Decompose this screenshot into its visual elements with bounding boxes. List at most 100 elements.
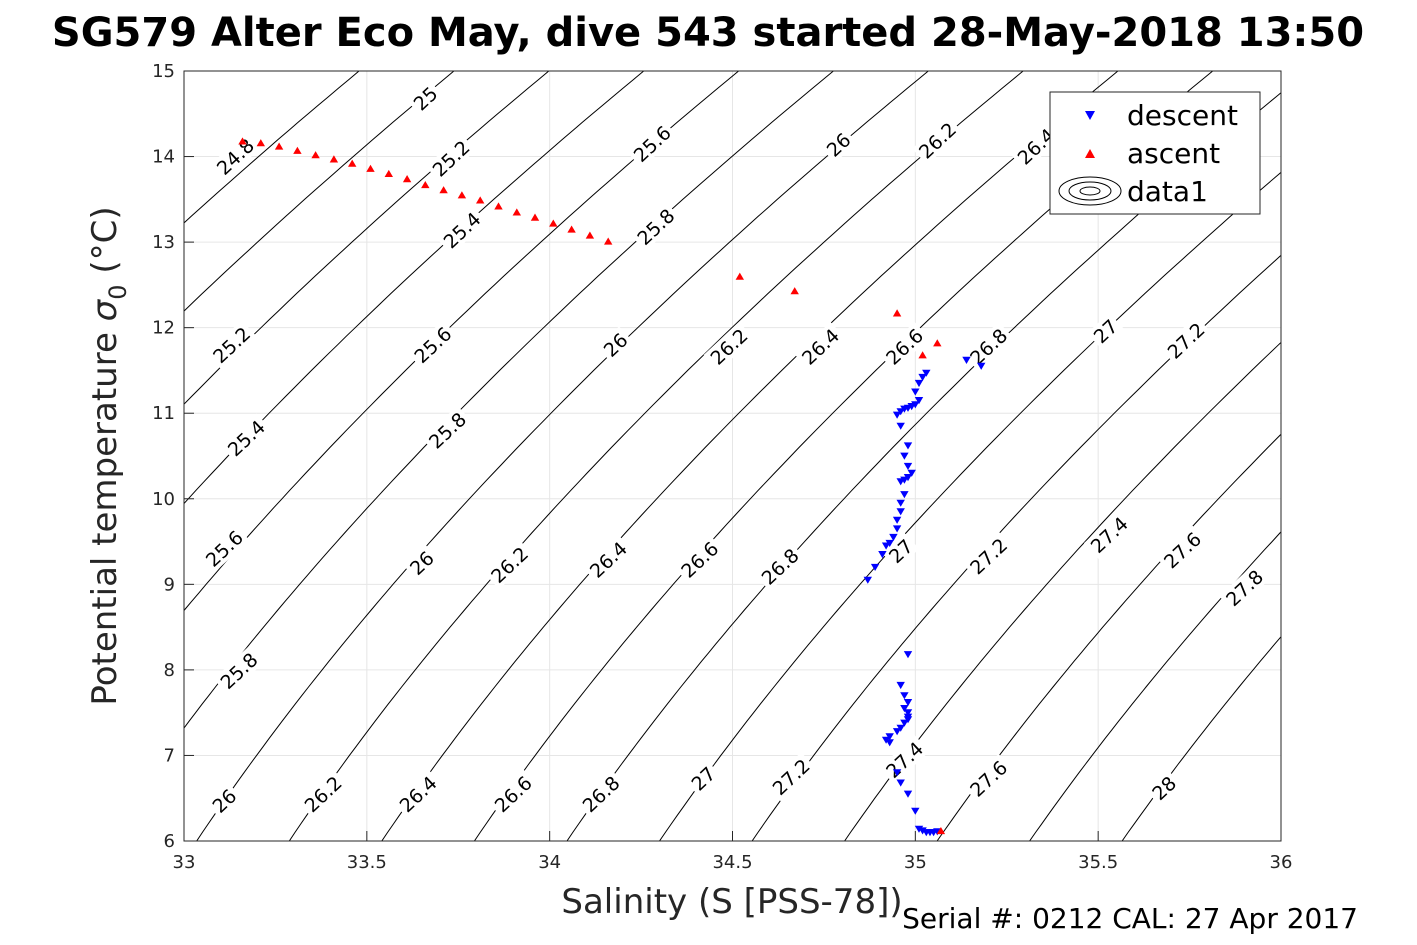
contour-label-bg [436, 205, 488, 255]
x-tick-label: 34 [538, 852, 561, 873]
legend-contour-label: data1 [1127, 175, 1208, 208]
legend-descent-label: descent [1127, 99, 1238, 132]
isopycnal-line [1028, 531, 1281, 841]
ascent-point [348, 159, 357, 167]
contour-label-bg [963, 753, 1014, 804]
descent-point [903, 651, 913, 659]
ascent-point [476, 196, 485, 204]
ascent-point [585, 231, 595, 239]
contour-label-bg [425, 133, 477, 183]
chart-title: SG579 Alter Eco May, dive 543 started 28… [52, 10, 1364, 56]
contour-label-bg [819, 126, 858, 163]
contour-label-bg [1219, 563, 1270, 613]
descent-point [881, 542, 891, 550]
x-tick-label: 35 [904, 852, 927, 873]
ascent-point [402, 175, 412, 183]
contour-label-bg [1086, 312, 1125, 350]
ascent-point [274, 142, 284, 150]
isopycnal-line [184, 71, 645, 505]
contour-label-bg [879, 735, 930, 785]
ascent-point [238, 137, 247, 145]
descent-point [892, 728, 902, 736]
descent-point [896, 478, 905, 486]
legend-descent-marker [1085, 111, 1095, 120]
contour-label-bg [674, 534, 725, 585]
contour-label-bg [795, 321, 846, 372]
ascent-point [567, 225, 576, 233]
contour-label-bg [703, 321, 754, 372]
descent-point [863, 576, 872, 584]
contour-label-bg [407, 320, 458, 370]
ascent-point [918, 351, 927, 359]
ascent-point [549, 219, 558, 227]
contour-label-bg [879, 321, 930, 372]
y-axis-label-sigma: σ [85, 298, 125, 321]
descent-point [878, 551, 887, 559]
contour-label-bg [422, 405, 473, 455]
contour-label-bg [206, 320, 257, 370]
x-tick-label: 35.5 [1078, 852, 1118, 873]
ascent-point [329, 155, 339, 163]
ascent-point [790, 287, 799, 295]
isopycnal-line [184, 71, 360, 224]
contour-label-bg [213, 646, 264, 696]
contour-label-bg [963, 321, 1014, 372]
y-tick-label: 12 [152, 318, 175, 339]
descent-point [977, 362, 986, 370]
x-axis-label: Salinity (S [PSS-78]) [561, 882, 902, 922]
contour-label-bg [1157, 525, 1208, 575]
contour-label-bg [765, 752, 817, 802]
y-tick-label: 8 [164, 660, 175, 681]
isopycnal-line [936, 433, 1281, 841]
ascent-point [421, 181, 430, 189]
descent-point [911, 388, 920, 396]
descent-point [896, 499, 905, 507]
descent-point [900, 491, 909, 499]
y-tick-label: 7 [164, 745, 175, 766]
contour-label-bg [1010, 121, 1062, 171]
ascent-point [936, 827, 946, 835]
contour-label-bg [882, 532, 920, 570]
y-tick-label: 11 [152, 403, 175, 424]
contour-label-bg [484, 540, 535, 590]
descent-point [900, 719, 909, 727]
data-points [238, 137, 986, 837]
serial-cal-footer: Serial #: 0212 CAL: 27 Apr 2017 [902, 902, 1358, 935]
contour-label-bg [205, 782, 243, 820]
contour-label-bg [596, 326, 635, 364]
descent-point [914, 379, 924, 388]
contour-label-bg [403, 544, 441, 582]
descent-point [870, 563, 880, 571]
ascent-point [366, 164, 375, 172]
y-axis-label-subscript: 0 [104, 284, 132, 299]
contour-label-bg [1160, 315, 1212, 366]
descent-point [892, 411, 902, 419]
y-axis-label-unit: (°C) [85, 206, 125, 284]
descent-point [903, 442, 913, 450]
isopycnal-line [751, 254, 1281, 841]
contour-label-bg [575, 769, 627, 819]
ascent-point [457, 191, 467, 199]
descent-point [892, 525, 902, 533]
descent-point [896, 681, 905, 690]
descent-point [918, 373, 927, 382]
contour-label-bg [963, 531, 1014, 581]
y-tick-label: 15 [152, 61, 175, 82]
contour-label-bg [406, 80, 444, 117]
ascent-point [735, 272, 744, 280]
y-tick-label: 14 [152, 147, 175, 168]
isopycnal-line [184, 71, 835, 729]
contour-label-bg [297, 769, 349, 819]
y-tick-label: 13 [152, 232, 175, 253]
descent-point [903, 790, 913, 798]
descent-point [896, 779, 905, 787]
ascent-point [892, 309, 902, 317]
legend: descent ascent data1 [1049, 91, 1261, 215]
ascent-point [256, 139, 265, 147]
contour-label-bg [583, 534, 634, 585]
descent-point [896, 422, 905, 430]
descent-point [900, 692, 909, 700]
contour-label-bg [912, 115, 963, 165]
contour-label-bg [392, 769, 444, 819]
descent-point [962, 356, 971, 364]
